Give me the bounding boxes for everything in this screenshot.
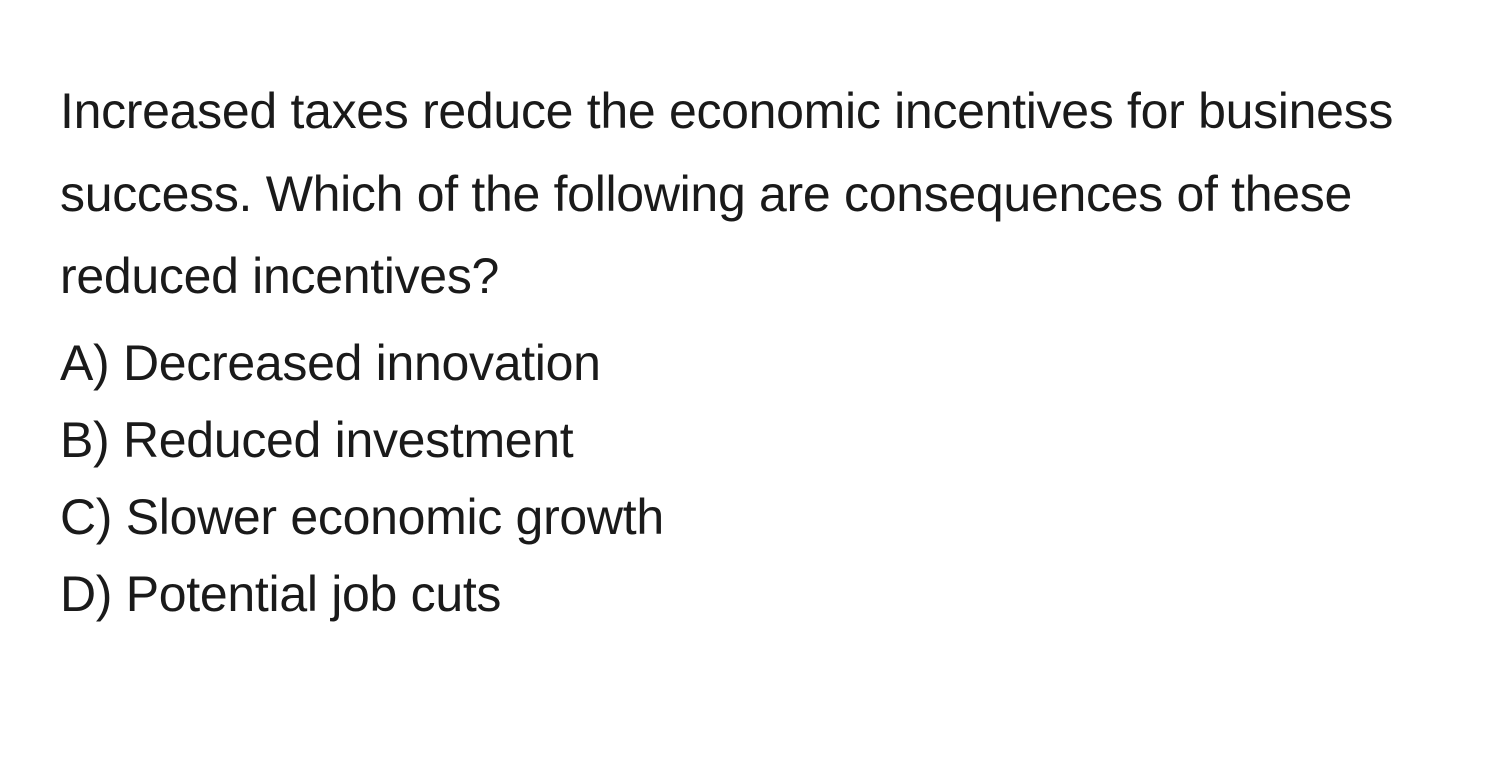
options-list: A) Decreased innovation B) Reduced inves… — [60, 326, 1440, 632]
option-b: B) Reduced investment — [60, 403, 1440, 478]
question-text: Increased taxes reduce the economic ince… — [60, 70, 1440, 318]
option-c: C) Slower economic growth — [60, 480, 1440, 555]
option-a: A) Decreased innovation — [60, 326, 1440, 401]
option-d: D) Potential job cuts — [60, 557, 1440, 632]
